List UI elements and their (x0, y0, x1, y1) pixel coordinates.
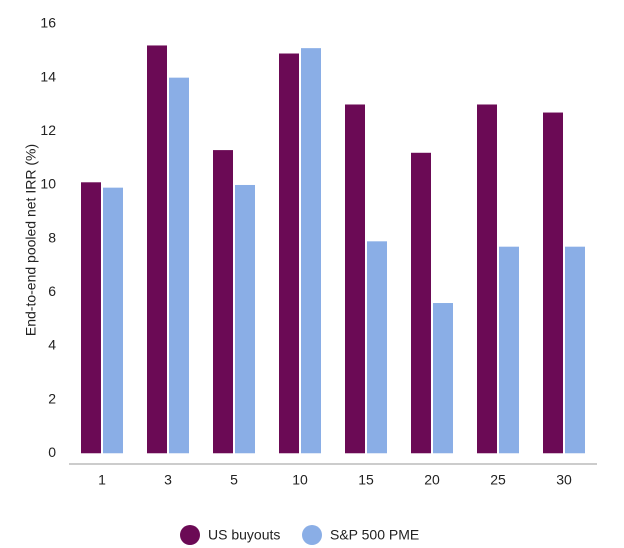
legend-marker (180, 525, 200, 545)
bar (213, 150, 233, 454)
x-tick-label: 15 (358, 472, 374, 488)
y-tick-label: 6 (48, 283, 56, 299)
legend-label: S&P 500 PME (330, 527, 419, 543)
legend-label: US buyouts (208, 527, 280, 543)
bar (565, 246, 585, 454)
bar (499, 246, 519, 454)
bar (433, 303, 453, 454)
y-tick-label: 16 (40, 15, 56, 31)
y-tick-label: 0 (48, 444, 56, 460)
bar (367, 241, 387, 454)
bar (147, 45, 167, 454)
bar (411, 152, 431, 454)
x-tick-label: 10 (292, 472, 308, 488)
y-axis-label: End-to-end pooled net IRR (%) (23, 144, 39, 336)
y-tick-label: 4 (48, 337, 56, 353)
y-tick-label: 14 (40, 68, 56, 84)
bar (345, 104, 365, 454)
bar (81, 182, 101, 454)
x-tick-label: 30 (556, 472, 572, 488)
x-tick-label: 20 (424, 472, 440, 488)
legend-marker (302, 525, 322, 545)
bar (279, 53, 299, 454)
x-tick-label: 1 (98, 472, 106, 488)
y-tick-label: 10 (40, 176, 56, 192)
bar (235, 184, 255, 454)
bar (543, 112, 563, 454)
y-tick-label: 2 (48, 390, 56, 406)
bar (169, 77, 189, 454)
y-tick-label: 8 (48, 229, 56, 245)
x-tick-label: 3 (164, 472, 172, 488)
x-tick-label: 5 (230, 472, 238, 488)
y-tick-label: 12 (40, 122, 56, 138)
bar (103, 187, 123, 454)
x-tick-label: 25 (490, 472, 506, 488)
bar (301, 48, 321, 454)
bar (477, 104, 497, 454)
